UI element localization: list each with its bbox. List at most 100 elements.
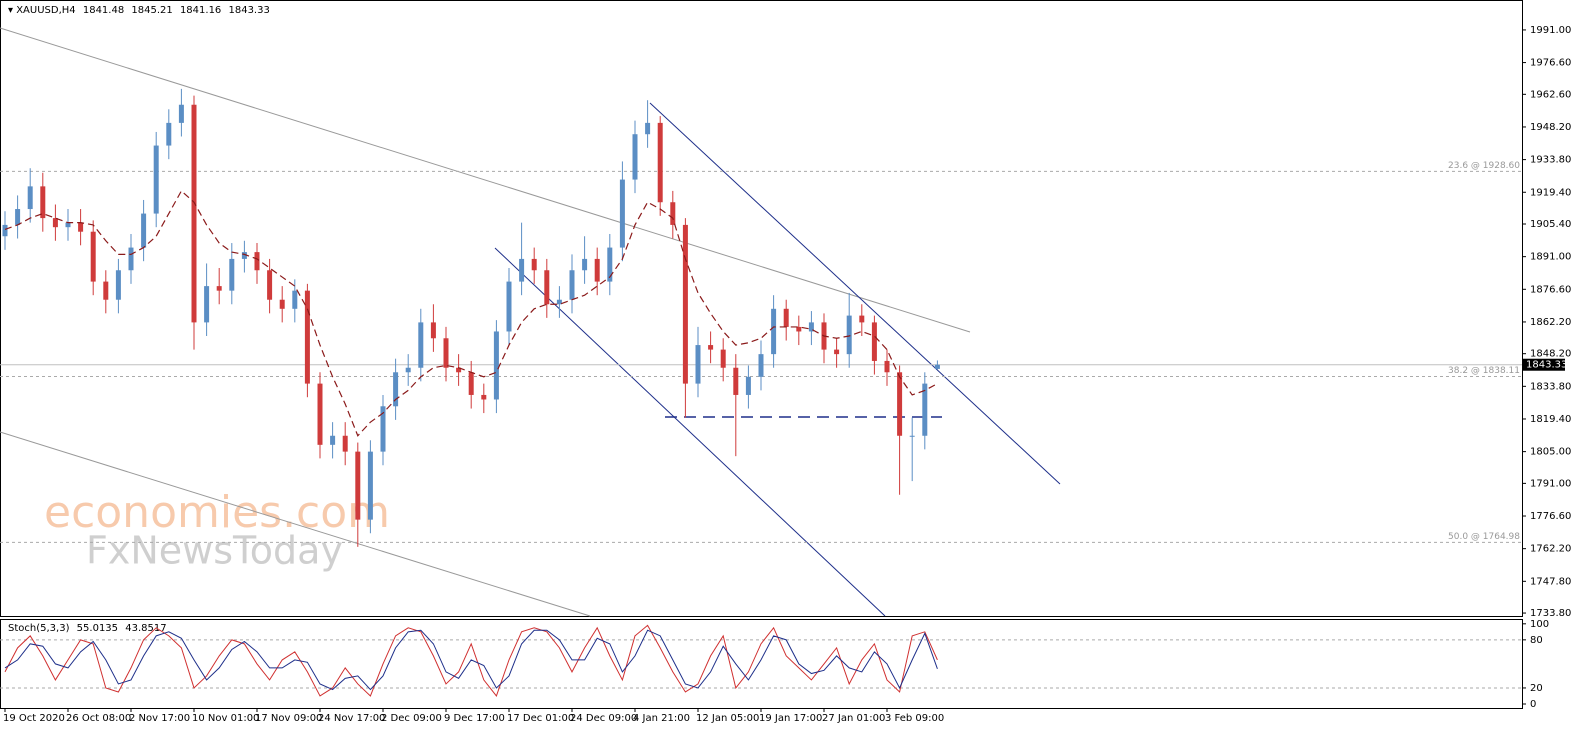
y-tick-label: 1833.80 [1530, 381, 1571, 392]
channel-line [0, 431, 591, 617]
symbol: XAUUSD,H4 [16, 5, 75, 16]
candle-body [191, 104, 197, 323]
candle-body [178, 104, 184, 123]
x-tick-label: 24 Nov 17:00 [318, 713, 385, 724]
candle-body [493, 331, 499, 400]
x-tick-label: 19 Oct 2020 [3, 713, 65, 724]
candle-body [65, 222, 71, 228]
candle-body [632, 134, 638, 180]
x-tick-label: 4 Jan 21:00 [633, 713, 690, 724]
candle-body [216, 286, 222, 291]
candle-body [783, 308, 789, 327]
candle-body [481, 394, 487, 400]
candle-body [355, 451, 361, 520]
candle-body [128, 247, 134, 271]
candle-body [393, 372, 399, 407]
moving-average [4, 189, 938, 437]
y-tick-label: 1976.60 [1530, 58, 1571, 69]
x-tick-label: 17 Nov 09:00 [255, 713, 322, 724]
candle-body [531, 258, 537, 271]
candle-body [871, 322, 877, 361]
sub-frame [0, 619, 1523, 709]
candle-body [90, 231, 96, 282]
header-high: 1845.21 [131, 5, 172, 16]
candle-body [468, 372, 474, 395]
header-low: 1841.16 [180, 5, 221, 16]
header-marker: ▾ [8, 5, 16, 16]
y-tick-label: 1876.60 [1530, 284, 1571, 295]
candle-body [859, 315, 865, 323]
watermark: FxNewsToday [86, 529, 343, 573]
channel-line [649, 102, 1061, 485]
candle-body [846, 315, 852, 355]
candle-body [78, 222, 84, 232]
candle-body [405, 367, 411, 373]
candle-body [808, 322, 814, 332]
candle-body [292, 290, 298, 309]
stoch-signal: 43.8517 [125, 623, 166, 634]
candle-body [897, 372, 903, 436]
x-tick-label: 9 Dec 17:00 [444, 713, 505, 724]
candle-body [418, 322, 424, 368]
candle-body [254, 252, 260, 271]
x-tick-label: 24 Dec 09:00 [570, 713, 637, 724]
stoch-tick-label: 0 [1530, 699, 1536, 710]
x-tick-label: 27 Jan 01:00 [822, 713, 885, 724]
y-tick-label: 1948.20 [1530, 122, 1571, 133]
y-tick-label: 1747.80 [1530, 576, 1571, 587]
y-tick-label: 1933.80 [1530, 155, 1571, 166]
level-label: 38.2 @ 1838.11 [1448, 366, 1520, 376]
y-tick-label: 1791.00 [1530, 478, 1571, 489]
candle-body [544, 270, 550, 305]
candle-body [443, 338, 449, 368]
candle-body [519, 258, 525, 282]
candle-body [607, 247, 613, 282]
candle-body [204, 286, 210, 323]
candle-body [670, 202, 676, 225]
candle-body [430, 322, 436, 339]
candle-body [645, 122, 651, 135]
candle-body [304, 290, 310, 384]
x-tick-label: 10 Nov 01:00 [192, 713, 259, 724]
candle-body [40, 186, 46, 219]
candle-body [279, 299, 285, 309]
watermark: economies.com [44, 487, 390, 538]
candle-body [909, 435, 915, 437]
candle-body [141, 213, 147, 248]
candle-body [922, 383, 928, 436]
chart-header: ▾ XAUUSD,H4 1841.48 1845.21 1841.16 1843… [8, 5, 270, 16]
candle-body [771, 308, 777, 355]
trend-lines [0, 27, 1061, 617]
stoch-tick-label: 80 [1530, 635, 1543, 646]
candle-body [2, 224, 8, 237]
candle-body [267, 270, 273, 300]
header-open: 1841.48 [83, 5, 124, 16]
x-tick-label: 26 Oct 08:00 [66, 713, 131, 724]
x-tick-label: 2 Nov 17:00 [129, 713, 190, 724]
header-close: 1843.33 [228, 5, 269, 16]
candle-body [103, 281, 109, 300]
price-label-box [1523, 358, 1565, 371]
stoch-name: Stoch(5,3,3) [8, 623, 70, 634]
candle-body [506, 281, 512, 332]
candle-body [884, 360, 890, 373]
candle-body [556, 299, 562, 305]
candle-body [682, 224, 688, 384]
x-tick-label: 2 Dec 09:00 [381, 713, 442, 724]
channel-line [494, 247, 886, 617]
y-tick-label: 1819.40 [1530, 414, 1571, 425]
candle-body [241, 252, 247, 259]
x-tick-label: 12 Jan 05:00 [696, 713, 759, 724]
y-tick-label: 1891.00 [1530, 252, 1571, 263]
candle-body [834, 349, 840, 355]
level-label: 23.6 @ 1928.60 [1448, 161, 1520, 171]
candle-body [342, 435, 348, 452]
candle-body [15, 209, 21, 225]
stoch-main: 55.0135 [77, 623, 118, 634]
y-tick-label: 1991.00 [1530, 25, 1571, 36]
candle-body [934, 364, 940, 369]
candle-body [619, 179, 625, 248]
candle-body [708, 345, 714, 350]
candle-body [720, 349, 726, 368]
